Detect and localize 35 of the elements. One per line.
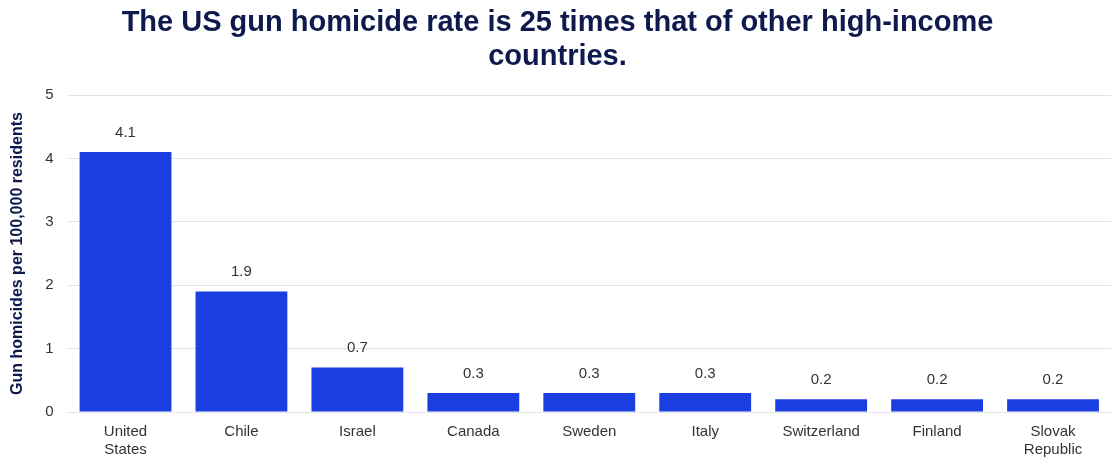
data-label: 1.9 <box>231 262 252 280</box>
data-label: 0.2 <box>810 369 832 387</box>
data-label: 0.2 <box>926 369 948 387</box>
data-label: 0.2 <box>1042 369 1064 387</box>
bar <box>79 152 172 412</box>
y-axis-title: Gun homicides per 100,000 residents <box>8 112 26 395</box>
x-tick-label: Italy <box>691 422 720 440</box>
x-tick-label: United States <box>103 422 148 458</box>
data-label: 4.1 <box>115 122 136 140</box>
x-tick-label: Sweden <box>562 422 617 440</box>
bar <box>195 291 288 412</box>
bar <box>891 399 983 412</box>
bar <box>543 392 636 412</box>
y-tick-label: 0 <box>45 402 54 420</box>
chart-title: The US gun homicide rate is 25 times that of other high-income countries. <box>120 4 995 72</box>
data-label: 0.3 <box>694 363 716 381</box>
y-tick-label: 3 <box>45 211 54 229</box>
x-tick-label: Slovak Republic <box>1023 422 1083 458</box>
y-tick-label: 1 <box>45 338 54 356</box>
x-tick-label: Chile <box>224 422 259 440</box>
x-tick-label: Switzerland <box>782 422 860 440</box>
bar <box>775 399 868 412</box>
x-tick-label: Finland <box>912 422 962 440</box>
data-label: 0.3 <box>462 363 484 381</box>
bar <box>427 392 520 412</box>
bar <box>311 367 404 412</box>
x-tick-label: Israel <box>339 422 376 440</box>
y-tick-label: 5 <box>45 85 54 103</box>
bar <box>1007 399 1099 412</box>
bar <box>659 392 752 412</box>
x-tick-label: Canada <box>447 422 501 440</box>
y-tick-label: 2 <box>45 275 54 293</box>
data-label: 0.7 <box>346 338 368 356</box>
data-label: 0.3 <box>578 363 600 381</box>
y-tick-label: 4 <box>45 148 54 166</box>
